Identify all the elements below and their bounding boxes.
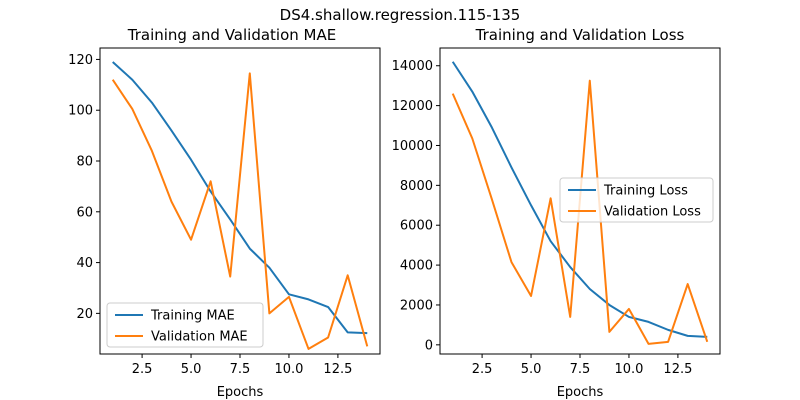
loss-series-line-training	[451, 61, 708, 338]
mae-panel-title: Training and Validation MAE	[127, 26, 336, 44]
mae-x-tick-label: 5.0	[181, 362, 202, 377]
mae-y-tick-label: 80	[76, 155, 93, 170]
loss-y-tick-label: 10000	[392, 139, 433, 154]
loss-x-tick-label: 2.5	[472, 362, 493, 377]
loss-x-tick-label: 12.5	[663, 362, 692, 377]
loss-y-tick-label: 8000	[400, 179, 433, 194]
mae-x-tick-label: 7.5	[230, 362, 251, 377]
mae-x-tick-label: 2.5	[132, 362, 153, 377]
loss-x-tick-label: 10.0	[614, 362, 643, 377]
loss-x-tick-label: 5.0	[521, 362, 542, 377]
figure-suptitle: DS4.shallow.regression.115-135	[280, 6, 521, 24]
mae-x-tick-label: 10.0	[274, 362, 303, 377]
loss-legend-label-training: Training Loss	[603, 184, 688, 199]
loss-y-tick-label: 12000	[392, 99, 433, 114]
mae-legend-label-training: Training MAE	[150, 309, 235, 324]
mae-y-tick-label: 120	[68, 53, 93, 68]
mae-legend-label-validation: Validation MAE	[151, 330, 248, 345]
mae-x-tick-label: 12.5	[323, 362, 352, 377]
loss-y-tick-label: 6000	[400, 219, 433, 234]
loss-legend: Training Loss Validation Loss	[559, 177, 714, 223]
mae-panel: Training and Validation MAE Epochs 2.5 5.…	[68, 26, 381, 400]
loss-y-tick-label: 4000	[400, 259, 433, 274]
mae-y-tick-label: 60	[76, 205, 93, 220]
mae-series-line-training	[112, 61, 368, 335]
loss-panel: Training and Validation Loss Epochs 2.5 5…	[392, 26, 721, 400]
loss-legend-box	[559, 177, 714, 223]
loss-y-tick-label: 0	[425, 338, 433, 353]
mae-y-tick-label: 40	[76, 256, 93, 271]
loss-panel-title: Training and Validation Loss	[475, 26, 685, 44]
loss-y-tick-label: 14000	[392, 59, 433, 74]
loss-legend-label-validation: Validation Loss	[604, 205, 701, 220]
mae-panel-xlabel: Epochs	[217, 385, 264, 400]
loss-x-tick-label: 7.5	[570, 362, 591, 377]
loss-panel-xlabel: Epochs	[557, 385, 604, 400]
mae-series-group	[111, 61, 369, 350]
mae-legend: Training MAE Validation MAE	[106, 302, 264, 348]
loss-y-tick-label: 2000	[400, 298, 433, 313]
mae-legend-box	[106, 302, 264, 348]
mae-series-line-validation	[111, 72, 369, 350]
mae-y-tick-label: 20	[76, 307, 93, 322]
mae-y-tick-label: 100	[68, 104, 93, 119]
